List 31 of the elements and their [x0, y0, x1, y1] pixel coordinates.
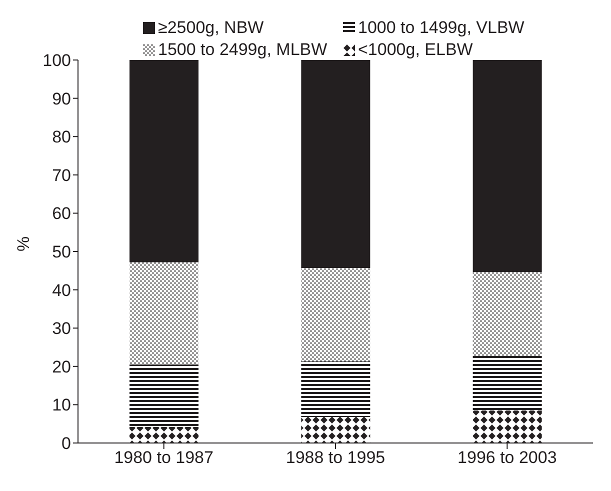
y-tick-label: 80 [52, 128, 71, 147]
x-tick-label: 1996 to 2003 [458, 448, 557, 468]
y-tick-label: 40 [52, 280, 71, 300]
bar [130, 60, 198, 262]
legend-label: <1000g, ELBW [358, 40, 473, 60]
bar [130, 364, 198, 427]
y-tick-label: 10 [52, 396, 71, 415]
y-tick-label: 50 [52, 242, 71, 262]
y-tick-label: 20 [52, 357, 71, 376]
y-tick-label: 100 [42, 51, 71, 70]
y-tick-label: 60 [52, 204, 71, 224]
bar [130, 262, 198, 364]
bar [301, 268, 370, 362]
bar [472, 356, 542, 410]
bar [301, 60, 370, 268]
y-tick-label: 90 [52, 89, 71, 108]
legend-label: 1000 to 1499g, VLBW [358, 18, 524, 38]
legend-label: 1500 to 2499g, MLBW [158, 40, 328, 60]
bar [301, 416, 370, 443]
bar [472, 60, 542, 272]
bar [130, 426, 198, 443]
bar [301, 361, 370, 417]
y-tick-label: 0 [62, 434, 71, 454]
x-tick-label: 1980 to 1987 [114, 448, 214, 468]
bar [472, 272, 542, 356]
legend-label: ≥2500g, NBW [158, 18, 264, 38]
y-tick-label: 70 [52, 166, 71, 185]
y-axis-title: % [14, 236, 34, 252]
y-tick-label: 30 [52, 319, 71, 338]
bar [472, 410, 542, 443]
x-tick-label: 1988 to 1995 [286, 448, 386, 468]
